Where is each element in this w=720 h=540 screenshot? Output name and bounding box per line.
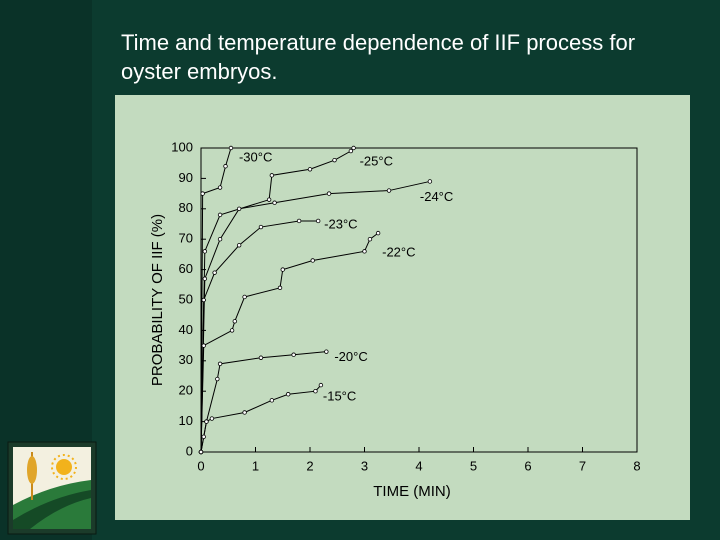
data-point — [217, 185, 223, 190]
data-point — [217, 212, 223, 218]
series-label: -15°C — [323, 389, 356, 404]
x-tick-label: 2 — [306, 458, 313, 473]
data-point — [277, 285, 283, 291]
data-point — [202, 276, 208, 281]
data-point — [272, 200, 277, 205]
logo — [7, 441, 97, 535]
data-point — [351, 145, 356, 151]
data-point — [202, 249, 208, 254]
data-point — [229, 328, 235, 333]
data-point — [258, 355, 264, 360]
series-label: -20°C — [334, 349, 367, 364]
data-point — [236, 206, 242, 211]
logo-ear — [27, 456, 37, 484]
data-point — [201, 343, 206, 348]
y-tick-label: 70 — [179, 231, 193, 246]
data-point — [307, 167, 313, 172]
data-point — [332, 157, 337, 163]
y-tick-label: 10 — [179, 413, 193, 428]
data-point — [217, 361, 223, 367]
data-point — [223, 164, 228, 169]
y-tick-label: 80 — [179, 200, 193, 215]
data-point — [286, 392, 291, 397]
data-point — [215, 376, 220, 382]
y-axis-label: PROBABILITY OF IIF (%) — [149, 214, 166, 386]
y-tick-label: 100 — [171, 139, 193, 154]
data-point — [315, 218, 321, 224]
data-point — [217, 236, 223, 242]
x-tick-label: 8 — [633, 458, 640, 473]
series-label: -25°C — [360, 153, 393, 168]
data-point — [326, 191, 332, 196]
data-point — [228, 145, 234, 151]
chart-panel — [115, 95, 690, 520]
x-tick-label: 0 — [197, 458, 204, 473]
data-point — [362, 249, 367, 254]
data-point — [324, 349, 329, 354]
data-point — [204, 419, 209, 424]
data-point — [212, 270, 217, 275]
data-point — [236, 243, 242, 248]
data-point — [201, 434, 206, 439]
data-point — [318, 382, 324, 388]
data-point — [310, 258, 315, 263]
data-point — [296, 218, 302, 224]
x-tick-label: 6 — [524, 458, 531, 473]
series-label: -22°C — [382, 245, 415, 260]
y-tick-label: 90 — [179, 170, 193, 185]
slide-title: Time and temperature dependence of IIF p… — [121, 30, 636, 84]
data-point — [427, 179, 433, 184]
logo-stripe — [13, 490, 91, 529]
x-tick-label: 3 — [361, 458, 368, 473]
x-tick-label: 1 — [252, 458, 259, 473]
data-point — [232, 319, 237, 324]
data-point — [269, 173, 275, 178]
y-tick-label: 40 — [179, 322, 193, 337]
data-point — [348, 148, 354, 154]
data-point — [280, 267, 285, 272]
y-tick-label: 60 — [179, 261, 193, 276]
y-tick-label: 30 — [179, 352, 193, 367]
y-tick-label: 0 — [186, 443, 193, 458]
data-point — [313, 389, 318, 394]
logo-sun — [56, 459, 72, 475]
x-tick-label: 5 — [470, 458, 477, 473]
x-tick-label: 4 — [415, 458, 422, 473]
series-label: -30°C — [239, 149, 272, 164]
data-point — [375, 230, 381, 236]
data-point — [209, 416, 215, 421]
data-point — [367, 236, 373, 242]
data-point — [201, 297, 206, 303]
series-line — [200, 180, 431, 453]
data-point — [200, 191, 205, 196]
data-point — [198, 449, 204, 455]
data-point — [269, 398, 275, 403]
data-point — [242, 294, 247, 300]
logo-rays — [51, 454, 77, 480]
data-point — [258, 224, 264, 230]
series-label: -24°C — [420, 189, 453, 204]
data-point — [386, 188, 392, 193]
y-tick-label: 20 — [179, 383, 193, 398]
data-point — [266, 197, 272, 202]
data-point — [291, 352, 296, 357]
y-tick-label: 50 — [179, 291, 193, 306]
x-axis-label: TIME (MIN) — [373, 483, 450, 500]
x-tick-label: 7 — [579, 458, 586, 473]
data-point — [242, 410, 247, 415]
series-label: -23°C — [324, 216, 357, 231]
